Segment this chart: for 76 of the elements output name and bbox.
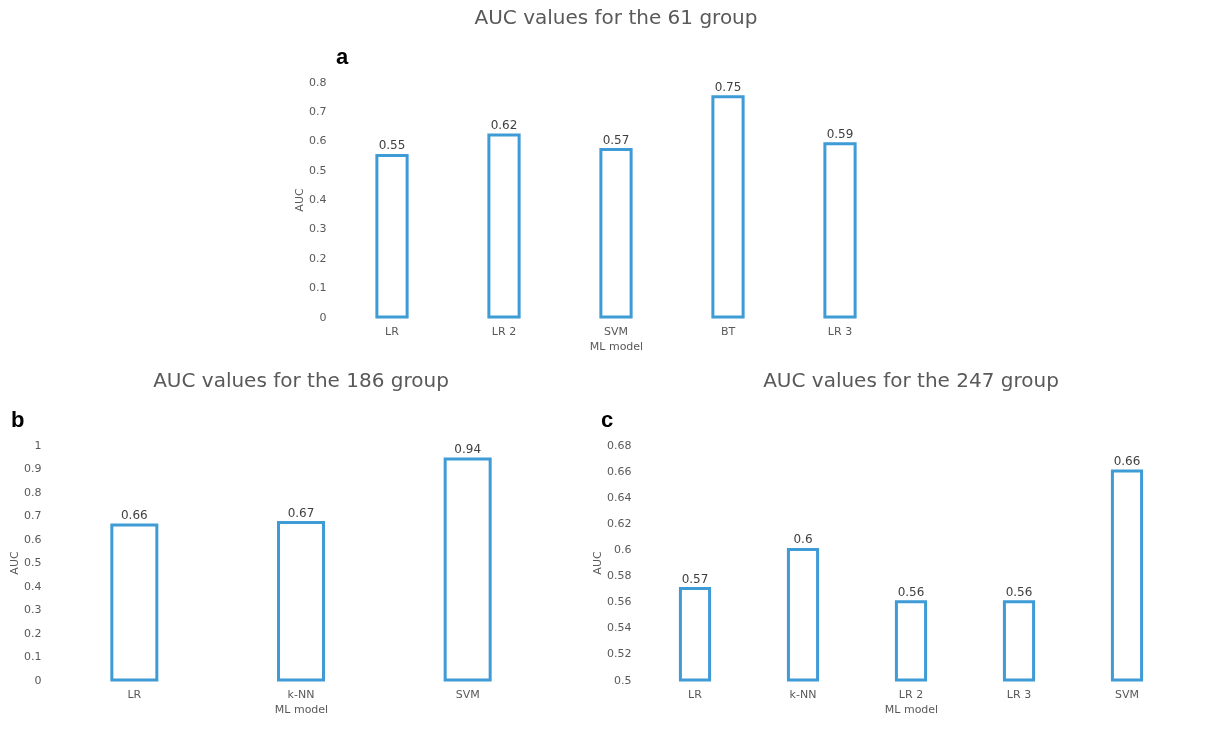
- data-label: 0.67: [287, 505, 315, 520]
- y-tick-label: 0.2: [309, 251, 327, 265]
- y-tick-label: 0.8: [24, 485, 42, 499]
- y-tick-label: 0.52: [607, 647, 632, 661]
- y-tick-label: 0.1: [24, 650, 42, 663]
- x-tick-label: k-NN: [287, 687, 315, 701]
- text: a: [336, 44, 349, 69]
- y-tick-label: 0.3: [24, 603, 42, 616]
- x-tick-label: LR 2: [491, 324, 517, 338]
- data-label: 0.6: [793, 532, 813, 547]
- bar: [599, 148, 633, 319]
- y-tick-label: 0.62: [607, 516, 632, 530]
- y-tick-label: 0.6: [309, 134, 327, 148]
- bar: [375, 153, 409, 319]
- y-tick-label: 0.3: [309, 222, 327, 236]
- data-label: 0.94: [454, 442, 482, 457]
- bar: [487, 133, 521, 319]
- x-axis-title: ML model: [274, 702, 329, 716]
- y-tick-label: 0.54: [607, 621, 632, 635]
- y-tick-label: 0.7: [309, 104, 327, 118]
- y-tick-label: 0.56: [607, 595, 632, 609]
- y-tick-label: 0.5: [24, 556, 42, 569]
- y-tick-label: 0: [319, 310, 327, 324]
- data-label: 0.62: [490, 117, 518, 132]
- y-tick-label: 0.8: [309, 75, 327, 89]
- data-label: 0.56: [897, 584, 925, 599]
- data-label: 0.66: [120, 507, 148, 522]
- data-label: 0.57: [602, 132, 630, 147]
- data-label: 0.66: [1113, 454, 1141, 469]
- y-axis-title: AUC: [293, 188, 307, 212]
- x-tick-label: LR: [385, 324, 400, 338]
- x-tick-label: BT: [720, 324, 736, 338]
- y-tick-label: 0.58: [607, 569, 632, 583]
- y-tick-label: 0: [34, 673, 42, 687]
- bar: [277, 521, 325, 682]
- y-tick-label: 0.6: [24, 532, 42, 546]
- x-tick-label: SVM: [604, 324, 628, 338]
- text: b: [11, 407, 25, 432]
- y-tick-label: 0.9: [24, 462, 42, 475]
- x-tick-label: LR 3: [1006, 687, 1032, 701]
- y-tick-label: 0.5: [614, 673, 632, 687]
- x-axis-title: ML model: [884, 702, 939, 716]
- y-tick-label: 0.1: [309, 281, 327, 295]
- data-label: 0.59: [826, 126, 854, 141]
- y-tick-label: 0.6: [614, 542, 632, 556]
- y-tick-label: 0.2: [24, 626, 42, 640]
- data-label: 0.56: [1005, 584, 1033, 599]
- x-axis-title: ML model: [589, 339, 644, 353]
- text: c: [601, 407, 614, 432]
- x-tick-label: LR: [127, 687, 142, 701]
- y-axis-title: AUC: [8, 551, 22, 575]
- chart-title: AUC values for the 186 group: [153, 368, 449, 392]
- x-tick-label: SVM: [455, 687, 480, 701]
- y-tick-label: 0.66: [607, 464, 632, 478]
- y-tick-label: 0.7: [24, 509, 42, 522]
- x-tick-label: k-NN: [789, 687, 817, 701]
- bar: [711, 95, 745, 319]
- data-label: 0.57: [681, 571, 709, 586]
- x-tick-label: LR: [688, 687, 703, 701]
- y-tick-label: 0.68: [607, 438, 632, 452]
- chart-title: AUC values for the 247 group: [763, 368, 1059, 392]
- x-tick-label: LR 2: [898, 687, 924, 701]
- y-tick-label: 0.5: [309, 163, 327, 177]
- y-axis-title: AUC: [591, 551, 605, 575]
- y-tick-label: 0.4: [24, 579, 42, 593]
- x-tick-label: LR 3: [827, 324, 853, 338]
- bar: [823, 142, 857, 319]
- bar: [443, 457, 492, 682]
- y-tick-label: 0.64: [607, 490, 632, 504]
- data-label: 0.55: [378, 138, 406, 153]
- chart-title: AUC values for the 61 group: [474, 5, 758, 29]
- bar: [110, 523, 159, 682]
- y-tick-label: 1: [34, 438, 42, 452]
- data-label: 0.75: [714, 79, 742, 94]
- y-tick-label: 0.4: [309, 193, 327, 206]
- x-tick-label: SVM: [1115, 687, 1139, 701]
